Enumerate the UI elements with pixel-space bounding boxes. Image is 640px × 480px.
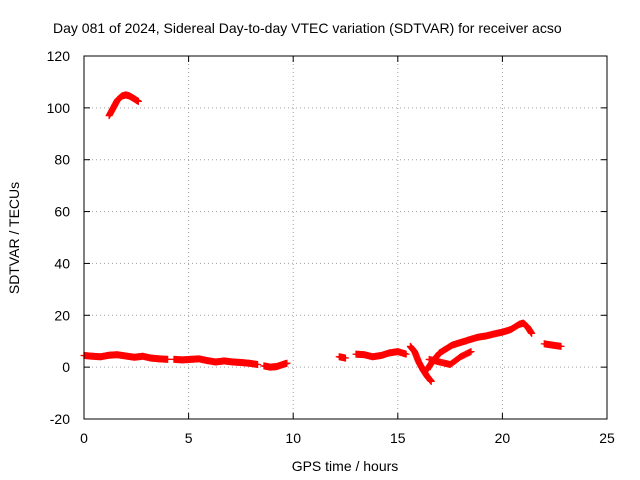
data-point <box>254 361 262 369</box>
data-segment <box>260 359 291 371</box>
data-point <box>134 97 142 105</box>
y-tick-label: -20 <box>50 411 70 427</box>
x-axis-label: GPS time / hours <box>292 458 399 474</box>
data-point <box>283 359 291 367</box>
data-point <box>467 348 475 356</box>
y-tick-label: 20 <box>54 307 70 323</box>
data-segment <box>335 353 349 362</box>
plot-frame <box>83 55 608 420</box>
y-tick-label: 40 <box>54 255 70 271</box>
x-tick-label: 10 <box>285 430 301 446</box>
x-tick-label: 25 <box>599 430 615 446</box>
data-segment <box>406 342 435 385</box>
data-point <box>402 350 410 358</box>
data-point <box>528 329 536 337</box>
y-tick-label: 100 <box>47 100 71 116</box>
x-tick-label: 15 <box>390 430 406 446</box>
data-point <box>427 377 435 385</box>
data-segment <box>540 340 565 350</box>
data-segment <box>423 319 536 374</box>
axis-ticks: 0 5 10 15 20 25 -20 0 20 40 60 80 100 120 <box>47 48 615 446</box>
data-segment <box>352 348 410 361</box>
data-segment <box>425 348 475 369</box>
y-tick-label: 0 <box>62 359 70 375</box>
data-segment <box>170 355 262 369</box>
y-tick-label: 80 <box>54 152 70 168</box>
data-point <box>557 342 565 350</box>
data-segment <box>80 351 172 363</box>
x-tick-label: 0 <box>80 430 88 446</box>
x-tick-label: 20 <box>495 430 511 446</box>
data-point <box>164 355 172 363</box>
data-point <box>342 354 349 362</box>
data-series <box>80 91 565 385</box>
y-tick-label: 120 <box>47 48 71 64</box>
x-tick-label: 5 <box>185 430 193 446</box>
data-segment <box>105 91 142 120</box>
y-axis-label: SDTVAR / TECUs <box>6 182 22 294</box>
grid-lines <box>84 56 607 419</box>
chart-title: Day 081 of 2024, Sidereal Day-to-day VTE… <box>53 20 562 36</box>
y-tick-label: 60 <box>54 204 70 220</box>
